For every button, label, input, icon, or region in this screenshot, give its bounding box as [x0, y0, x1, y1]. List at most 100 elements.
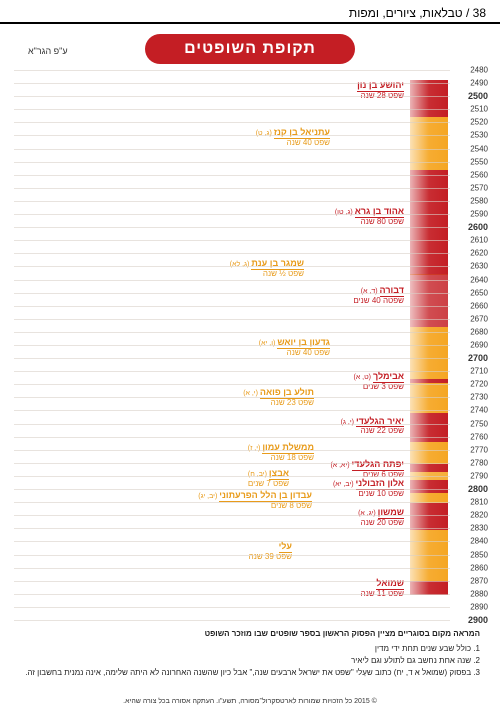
year-label: 2520 [470, 118, 488, 127]
year-label: 2580 [470, 196, 488, 205]
era-bar [410, 480, 448, 493]
gridline [14, 240, 450, 241]
year-label: 2620 [470, 249, 488, 258]
year-label: 2820 [470, 511, 488, 520]
gridline [14, 109, 450, 110]
gridline [14, 620, 450, 621]
gridline [14, 122, 450, 123]
source-note: ע"פ הגר"א [28, 46, 68, 56]
year-label: 2860 [470, 563, 488, 572]
judge-name: דבורה [380, 286, 404, 297]
copyright: © 2015 כל הזכויות שמורות לארטסקרול־מסורה… [0, 698, 500, 705]
gridline [14, 384, 450, 385]
year-label: 2720 [470, 380, 488, 389]
gridline [14, 188, 450, 189]
gridline [14, 476, 450, 477]
footnote-item: 2. שנה אחת נחשב גם לתולע וגם ליאיר [20, 655, 480, 667]
gridline [14, 96, 450, 97]
year-label: 2570 [470, 183, 488, 192]
year-label: 2490 [470, 79, 488, 88]
judge-duration: שפטה 40 שנים [353, 297, 404, 306]
verse-ref: (ט, א) [353, 374, 372, 381]
gridline [14, 83, 450, 84]
verse-ref: (יב, יג) [198, 493, 219, 500]
year-label: 2560 [470, 170, 488, 179]
year-label: 2630 [470, 262, 488, 271]
gridline [14, 450, 450, 451]
year-label: 2590 [470, 210, 488, 219]
judge-label: אהוד בן גרא (ג, טו)שפט 80 שנה [335, 207, 404, 227]
gridline [14, 345, 450, 346]
judge-label: יאיר הגלעדי (י, ג)שפט 22 שנה [341, 417, 404, 437]
year-label: 2530 [470, 131, 488, 140]
year-label: 2610 [470, 236, 488, 245]
judge-label: שמואלשפט 11 שנה [361, 579, 404, 599]
verse-ref: (י, א) [243, 390, 260, 397]
footnotes: המראה מקום בסוגריים מציין הפסוק הראשון ב… [0, 620, 500, 683]
gridline [14, 280, 450, 281]
page-number: 38 [473, 6, 486, 20]
year-label: 2540 [470, 144, 488, 153]
gridline [14, 135, 450, 136]
gridline [14, 397, 450, 398]
year-label: 2710 [470, 367, 488, 376]
year-label: 2870 [470, 576, 488, 585]
year-label: 2700 [468, 353, 488, 363]
gridline [14, 201, 450, 202]
judge-label: עתניאל בן קנז (ג, ט)שפט 40 שנה [256, 128, 330, 148]
verse-ref: (יב, יא) [333, 481, 356, 488]
gridline [14, 70, 450, 71]
year-label: 2480 [470, 66, 488, 75]
page-header: 38 / טבלאות, ציורים, ומפות [0, 0, 500, 24]
judge-duration: שפט 40 שנה [259, 349, 330, 358]
year-label: 2670 [470, 314, 488, 323]
judge-label: גדעון בן יואש (ו, יא)שפט 40 שנה [259, 338, 330, 358]
judge-duration: שפט 8 שנים [198, 502, 312, 511]
year-label: 2740 [470, 406, 488, 415]
judge-duration: שפט 80 שנה [335, 218, 404, 227]
judge-duration: שפט 40 שנה [256, 139, 330, 148]
year-label: 2500 [468, 91, 488, 101]
year-label: 2780 [470, 458, 488, 467]
year-label: 2790 [470, 471, 488, 480]
year-label: 2900 [468, 615, 488, 625]
judge-label: דבורה (ד, א)שפטה 40 שנים [353, 286, 404, 306]
chart-title: תקופת השופטים [145, 34, 355, 64]
gridline [14, 515, 450, 516]
year-label: 2890 [470, 602, 488, 611]
timeline-chart: 2480249025002510252025302540255025602570… [14, 70, 486, 620]
gridline [14, 437, 450, 438]
footnote-item: 1. כולל שבע שנים תחת ידי מדין [20, 643, 480, 655]
gridline [14, 568, 450, 569]
era-bar [410, 80, 448, 117]
year-label: 2830 [470, 524, 488, 533]
year-label: 2640 [470, 275, 488, 284]
judge-duration: שפט ½ שנה [230, 270, 304, 279]
gridline [14, 227, 450, 228]
year-label: 2660 [470, 301, 488, 310]
gridline [14, 489, 450, 490]
year-label: 2800 [468, 484, 488, 494]
judge-duration: שפט 20 שנה [358, 519, 404, 528]
gridline [14, 607, 450, 608]
footnote-item: 3. בפסוק (שמואל א ד, יח) כתוב שעֵלי "שפט… [20, 667, 480, 679]
era-bar [410, 170, 448, 275]
era-bar [410, 442, 448, 464]
judge-name: ממשלת עמון [262, 443, 314, 454]
judge-duration: שפט 22 שנה [341, 427, 404, 436]
footnote-list: 1. כולל שבע שנים תחת ידי מדין2. שנה אחת … [20, 643, 480, 679]
judge-label: שמגר בן ענת (ג, לא)שפט ½ שנה [230, 259, 304, 279]
judge-label: עלישפט 39 שנה [249, 542, 292, 562]
year-label: 2550 [470, 157, 488, 166]
gridline [14, 541, 450, 542]
gridline [14, 214, 450, 215]
judge-duration: שפט 10 שנים [333, 490, 404, 499]
gridline [14, 266, 450, 267]
judge-label: אבצן (יב, ח)שפט 7 שנים [248, 469, 289, 489]
year-label: 2750 [470, 419, 488, 428]
judge-label: עבדון בן הלל הפרעתוני (יב, יג)שפט 8 שנים [198, 491, 312, 511]
gridline [14, 581, 450, 582]
gridline [14, 162, 450, 163]
judge-duration: שפט 7 שנים [248, 480, 289, 489]
gridline [14, 410, 450, 411]
